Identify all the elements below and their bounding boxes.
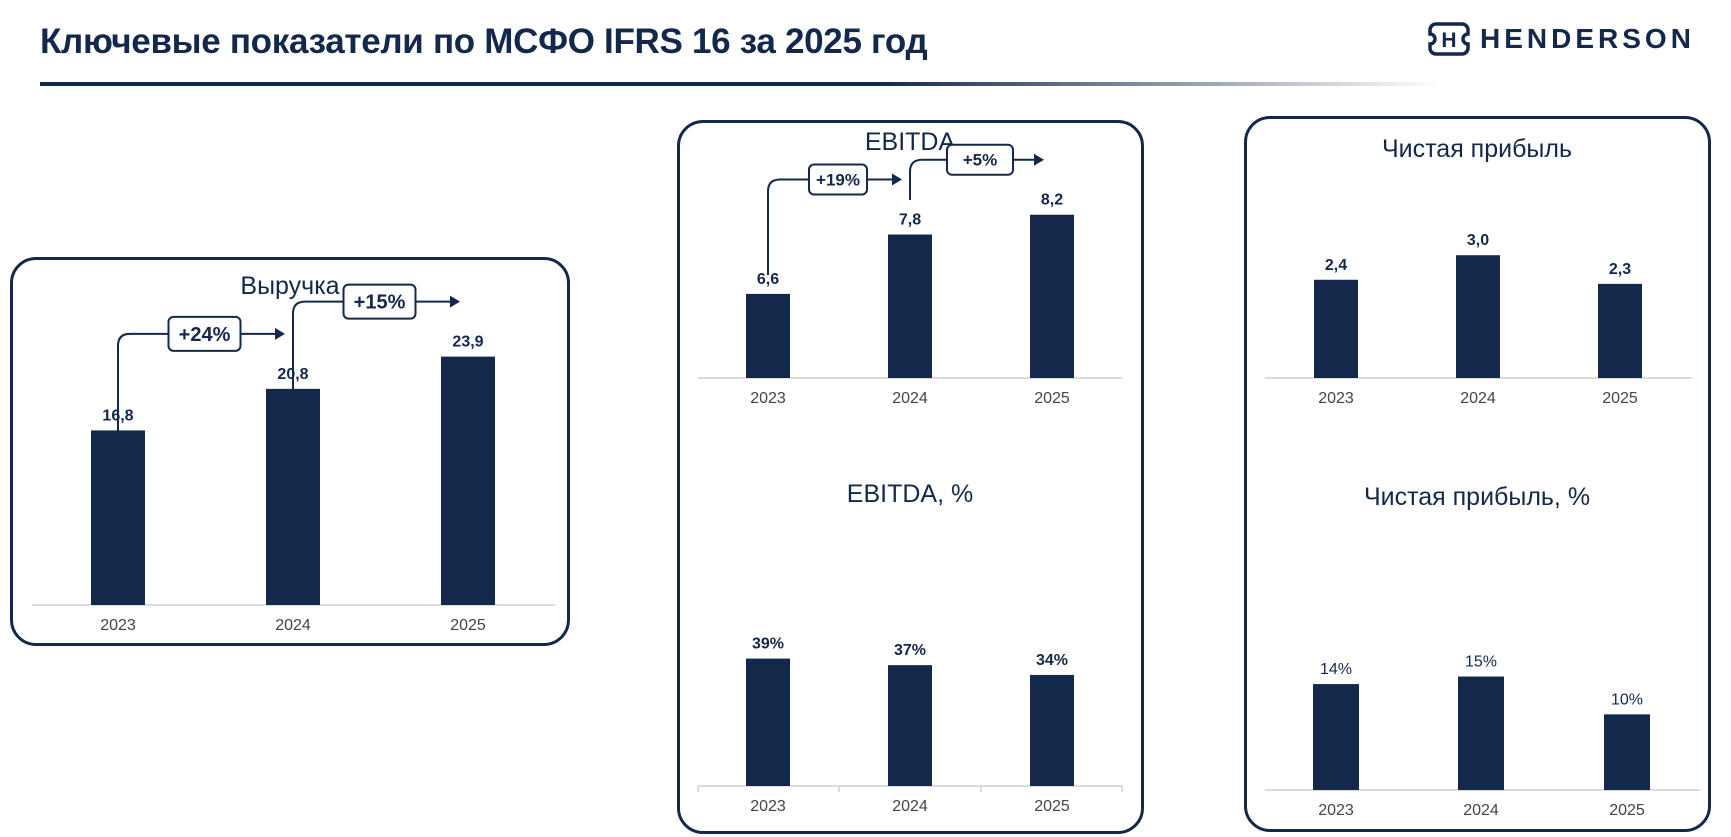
net_income-bar-2025 — [1598, 283, 1642, 378]
net_margin-data-label-2025: 10% — [1611, 691, 1643, 708]
ebitda-bar-2023 — [746, 293, 790, 378]
ebitda-growth-badge — [946, 143, 1014, 176]
ebitda-growth-arrowhead — [1034, 153, 1044, 166]
ebitda-tick-label-2023: 2023 — [750, 390, 786, 407]
ebitda_margin-data-label-2023: 39% — [752, 636, 784, 653]
ebitda_margin-bar-2025 — [1030, 674, 1074, 786]
net_income-bar-2024 — [1456, 255, 1500, 378]
ebitda-chart-title: EBITDA — [864, 128, 956, 156]
revenue-tick-label-2025: 2025 — [450, 617, 486, 634]
revenue-growth-badge — [167, 315, 242, 352]
ebitda-data-label-2024: 7,8 — [899, 212, 921, 229]
ebitda-data-label-2025: 8,2 — [1041, 192, 1063, 209]
ebitda-growth-connector — [909, 158, 1034, 200]
revenue-tick-label-2024: 2024 — [275, 617, 311, 634]
svg-text:H: H — [1441, 29, 1456, 52]
net_margin-bar-2025 — [1604, 714, 1650, 790]
ebitda-growth-label: +5% — [963, 151, 998, 170]
title-underline — [40, 82, 1440, 86]
ebitda_margin-data-label-2024: 37% — [894, 642, 926, 659]
net_margin-data-label-2023: 14% — [1320, 661, 1352, 678]
net_income-tick-label-2025: 2025 — [1602, 390, 1638, 407]
ebitda-growth-connector — [767, 178, 892, 275]
ebitda_margin-tick-label-2023: 2023 — [750, 798, 786, 815]
ebitda-data-label-2023: 6,6 — [757, 271, 779, 288]
net_income-tick-label-2023: 2023 — [1318, 390, 1354, 407]
net_margin-tick-label-2025: 2025 — [1609, 802, 1645, 819]
revenue-growth-connector — [117, 332, 275, 487]
revenue-growth-label: +15% — [354, 292, 406, 314]
ebitda-tick-label-2024: 2024 — [892, 390, 928, 407]
net-income-chart-title: Чистая прибыль — [1382, 135, 1572, 163]
revenue-bar-2024 — [266, 388, 320, 605]
net_margin-data-label-2024: 15% — [1465, 654, 1497, 671]
revenue-growth-connector — [292, 300, 450, 390]
revenue-bar-2025 — [441, 356, 495, 605]
ebitda-growth-arrowhead — [892, 173, 902, 186]
ebitda_margin-data-label-2025: 34% — [1036, 652, 1068, 669]
ebitda-bar-2024 — [888, 234, 932, 378]
ebitda_margin-bar-2023 — [746, 658, 790, 786]
ebitda-bar-2025 — [1030, 214, 1074, 378]
revenue-growth-badge — [342, 283, 417, 320]
ebitda-growth-badge — [808, 163, 868, 196]
henderson-logo: H HENDERSON — [1428, 18, 1695, 60]
ebitda-tick-label-2025: 2025 — [1034, 390, 1070, 407]
net_income-bar-2023 — [1314, 279, 1358, 378]
net_margin-bar-2024 — [1458, 676, 1504, 790]
net-margin-chart-title: Чистая прибыль, % — [1363, 483, 1591, 511]
ebitda-growth-label: +19% — [816, 171, 860, 190]
revenue-growth-arrowhead — [450, 295, 460, 308]
net_margin-tick-label-2023: 2023 — [1318, 802, 1354, 819]
net_margin-bar-2023 — [1313, 684, 1359, 790]
ebitda_margin-tick-label-2024: 2024 — [892, 798, 928, 815]
net_income-data-label-2024: 3,0 — [1467, 232, 1489, 249]
henderson-logo-icon: H — [1428, 22, 1470, 56]
net_income-tick-label-2024: 2024 — [1460, 390, 1496, 407]
ebitda_margin-tick-label-2025: 2025 — [1034, 798, 1070, 815]
revenue-data-label-2025: 23,9 — [452, 334, 483, 351]
revenue-chart-title: Выручка — [240, 272, 340, 300]
net_margin-tick-label-2024: 2024 — [1463, 802, 1499, 819]
ebitda-margin-chart-title: EBITDA, % — [846, 480, 974, 508]
page-title: Ключевые показатели по МСФО IFRS 16 за 2… — [40, 22, 928, 61]
revenue-tick-label-2023: 2023 — [100, 617, 136, 634]
ebitda_margin-bar-2024 — [888, 665, 932, 786]
net_income-data-label-2023: 2,4 — [1325, 257, 1347, 274]
net_income-data-label-2025: 2,3 — [1609, 261, 1631, 278]
logo-wordmark: HENDERSON — [1480, 23, 1695, 54]
revenue-growth-label: +24% — [179, 324, 231, 346]
revenue-growth-arrowhead — [275, 327, 285, 340]
